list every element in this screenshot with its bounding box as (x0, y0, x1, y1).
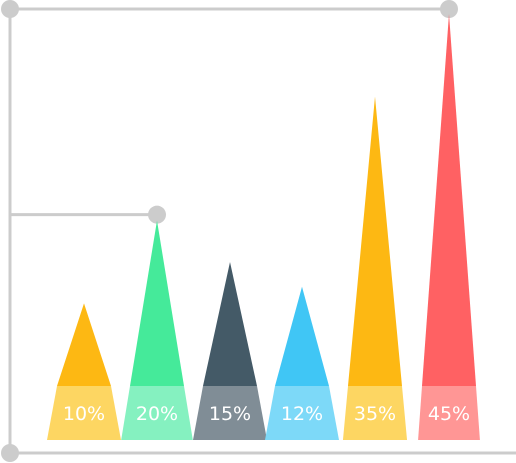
data-label: 35% (354, 403, 396, 425)
max-guide-dot (440, 0, 458, 18)
bar-base (418, 386, 480, 440)
data-label: 20% (136, 403, 178, 425)
axis-origin-dot (1, 444, 19, 462)
bar-triangle (203, 262, 257, 386)
bar-base (265, 386, 339, 440)
data-labels: 10% 20% 15% 12% 35% 45% (63, 403, 470, 425)
bar-triangle (57, 303, 111, 386)
bar-triangle (275, 286, 329, 386)
bars (47, 14, 480, 440)
bar-triangle (348, 96, 402, 387)
bar-triangle (422, 14, 476, 386)
axis-top-dot (1, 0, 19, 18)
data-label: 45% (428, 403, 470, 425)
data-label: 10% (63, 403, 105, 425)
bar-base (342, 386, 408, 440)
data-label: 15% (209, 403, 251, 425)
bar-triangle (130, 220, 184, 386)
guide-dot (148, 205, 166, 224)
bar-base (121, 386, 193, 440)
data-label: 12% (281, 403, 323, 425)
bar-base (193, 386, 267, 440)
bar-base (47, 386, 121, 440)
